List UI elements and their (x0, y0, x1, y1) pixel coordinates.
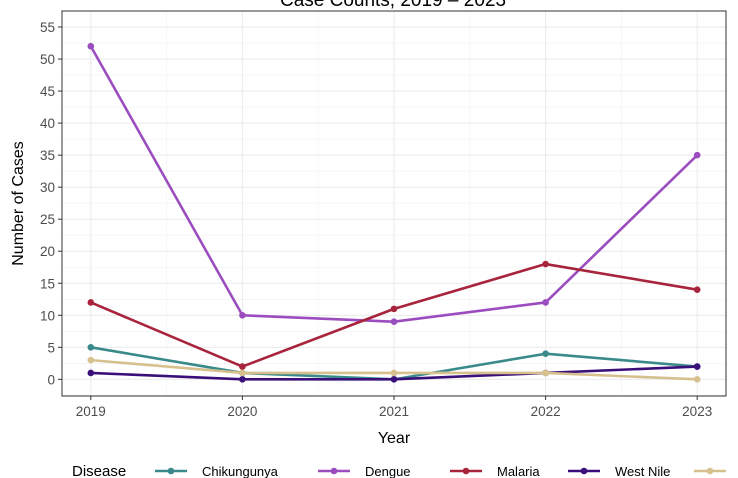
legend-key-point (706, 467, 714, 475)
y-tick-label: 0 (47, 372, 55, 387)
data-point-dengue (542, 299, 549, 306)
y-tick-label: 10 (40, 308, 55, 323)
x-tick-label: 2023 (682, 404, 712, 419)
x-tick-label: 2019 (76, 404, 106, 419)
y-tick-label: 5 (47, 340, 55, 355)
data-point-west-nile (390, 376, 398, 383)
chart-title: Case Counts, 2019 – 2023 (280, 0, 506, 11)
data-point-zika (87, 356, 95, 364)
data-point-malaria (693, 286, 701, 293)
series-layer (87, 42, 701, 383)
data-point-zika (390, 369, 398, 377)
data-point-chikungunya (542, 350, 549, 358)
data-point-zika (542, 369, 549, 377)
y-tick-label: 15 (40, 276, 55, 291)
data-point-west-nile (239, 376, 246, 383)
data-point-dengue (693, 151, 701, 159)
y-tick-label: 20 (40, 244, 55, 259)
y-tick-label: 35 (40, 148, 55, 163)
legend-item-zika: Zika (694, 467, 726, 475)
y-axis-ticks: 0 5 10 15 20 25 30 35 40 45 50 55 (40, 20, 62, 387)
legend-item-west-nile: West Nile (568, 464, 670, 478)
y-tick-label: 50 (40, 52, 55, 67)
data-point-malaria (390, 305, 398, 313)
legend-title: Disease (72, 463, 126, 478)
legend-label: Chikungunya (202, 464, 279, 478)
legend-label: Malaria (497, 464, 540, 478)
legend-label: Dengue (365, 464, 411, 478)
legend-key-point (167, 467, 175, 475)
data-point-chikungunya (87, 344, 95, 351)
data-point-dengue (390, 318, 398, 325)
data-point-zika (693, 376, 701, 383)
data-point-malaria (87, 299, 95, 306)
legend-label: West Nile (615, 464, 670, 478)
legend-key-point (580, 467, 588, 475)
series-malaria (87, 260, 701, 370)
y-tick-label: 30 (40, 180, 55, 195)
grid (62, 10, 726, 396)
legend-item-dengue: Dengue (318, 464, 411, 478)
data-point-west-nile (693, 363, 701, 370)
data-point-west-nile (87, 369, 95, 377)
x-tick-label: 2022 (531, 404, 561, 419)
data-point-zika (239, 369, 246, 377)
y-axis-title: Number of Cases (10, 141, 27, 266)
y-tick-label: 45 (40, 84, 55, 99)
x-tick-label: 2021 (379, 404, 409, 419)
legend-item-chikungunya: Chikungunya (155, 464, 279, 478)
series-dengue (87, 42, 701, 325)
legend: Disease Chikungunya Dengue Malaria West Nil… (72, 463, 726, 478)
x-axis-title: Year (378, 430, 411, 447)
x-axis-ticks: 2019 2020 2021 2022 2023 (76, 396, 712, 419)
legend-key-point (462, 467, 470, 475)
data-point-dengue (239, 311, 246, 319)
y-tick-label: 55 (40, 20, 55, 35)
x-tick-label: 2020 (227, 404, 257, 419)
data-point-dengue (87, 42, 95, 50)
series-zika (87, 356, 701, 383)
legend-item-malaria: Malaria (450, 464, 540, 478)
y-tick-label: 25 (40, 212, 55, 227)
y-tick-label: 40 (40, 116, 55, 131)
data-point-malaria (542, 260, 549, 268)
data-point-malaria (239, 363, 246, 370)
legend-key-point (330, 467, 338, 475)
